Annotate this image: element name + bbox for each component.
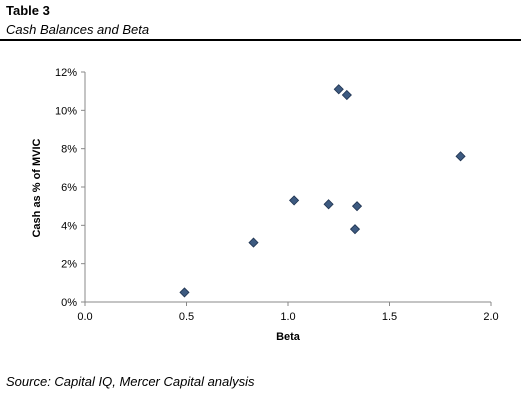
data-point	[341, 89, 352, 101]
chart-ticks: 0% 2% 4% 6% 8% 10% 12% 0.0 0.5 1.0 1.5 2.0	[55, 67, 499, 323]
x-tick-label: 0.5	[179, 311, 194, 323]
data-point	[179, 287, 190, 298]
x-axis-label: Beta	[276, 331, 301, 343]
data-point	[351, 201, 363, 212]
y-tick-label: 10%	[55, 105, 77, 117]
data-point	[248, 237, 259, 248]
y-tick-label: 6%	[61, 182, 77, 194]
x-tick-label: 0.0	[77, 311, 92, 323]
source-note: Source: Capital IQ, Mercer Capital analy…	[6, 374, 255, 389]
table-number: Table 3	[6, 3, 50, 18]
chart-points	[179, 84, 466, 298]
data-point	[333, 84, 344, 95]
y-axis-label: Cash as % of MVIC	[31, 138, 43, 237]
y-tick-label: 12%	[55, 67, 77, 79]
y-tick-label: 0%	[61, 297, 77, 309]
y-tick-label: 4%	[61, 220, 77, 232]
data-point	[323, 199, 334, 210]
data-point	[349, 224, 361, 235]
y-tick-label: 8%	[61, 144, 77, 156]
x-tick-label: 1.0	[280, 311, 295, 323]
x-tick-label: 2.0	[483, 311, 498, 323]
y-tick-label: 2%	[61, 259, 77, 271]
chart-axes	[84, 72, 491, 303]
data-point	[455, 151, 466, 162]
header-rule	[0, 39, 521, 41]
x-tick-label: 1.5	[382, 311, 397, 323]
table-caption: Cash Balances and Beta	[6, 22, 150, 37]
scatter-chart: 0% 2% 4% 6% 8% 10% 12% 0.0 0.5 1.0 1.5 2.0 Beta Cas…	[31, 67, 499, 343]
data-point	[289, 195, 300, 206]
